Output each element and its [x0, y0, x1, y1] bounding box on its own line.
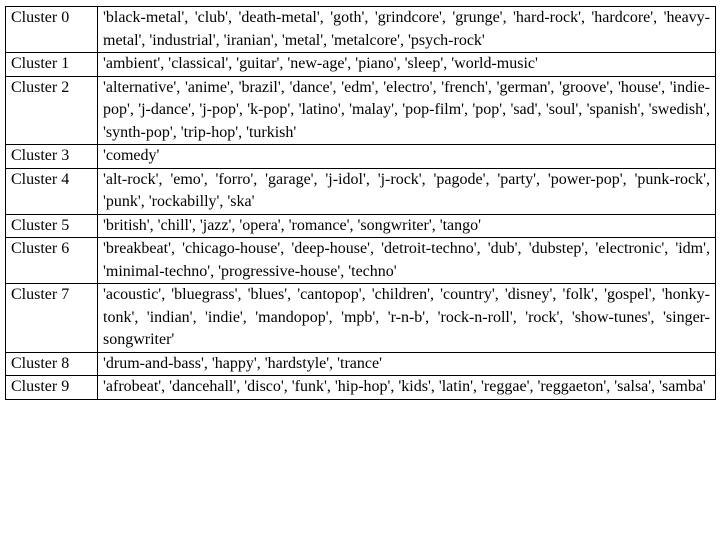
- table-row: Cluster 0 'black-metal', 'club', 'death-…: [5, 6, 716, 53]
- cluster-genres: 'alt-rock', 'emo', 'forro', 'garage', 'j…: [97, 167, 716, 215]
- cluster-genres: 'ambient', 'classical', 'guitar', 'new-a…: [97, 52, 716, 77]
- cluster-genres: 'alternative', 'anime', 'brazil', 'dance…: [97, 75, 716, 145]
- cluster-label: Cluster 2: [5, 75, 98, 145]
- table-row: Cluster 7 'acoustic', 'bluegrass', 'blue…: [5, 283, 716, 353]
- cluster-genres: 'comedy': [97, 144, 716, 169]
- cluster-label: Cluster 6: [5, 237, 98, 284]
- cluster-label: Cluster 4: [5, 167, 98, 215]
- table-row: Cluster 6 'breakbeat', 'chicago-house', …: [5, 237, 716, 284]
- cluster-label: Cluster 3: [5, 144, 98, 169]
- cluster-genres: 'acoustic', 'bluegrass', 'blues', 'canto…: [97, 283, 716, 353]
- cluster-genres: 'breakbeat', 'chicago-house', 'deep-hous…: [97, 237, 716, 284]
- table-row: Cluster 1 'ambient', 'classical', 'guita…: [5, 52, 716, 77]
- cluster-genres: 'afrobeat', 'dancehall', 'disco', 'funk'…: [97, 375, 716, 400]
- table-row: Cluster 4 'alt-rock', 'emo', 'forro', 'g…: [5, 167, 716, 215]
- cluster-genre-table: Cluster 0 'black-metal', 'club', 'death-…: [5, 6, 716, 400]
- cluster-genres: 'black-metal', 'club', 'death-metal', 'g…: [97, 6, 716, 53]
- table-row: Cluster 5 'british', 'chill', 'jazz', 'o…: [5, 213, 716, 238]
- table-row: Cluster 2 'alternative', 'anime', 'brazi…: [5, 75, 716, 145]
- cluster-label: Cluster 7: [5, 283, 98, 353]
- cluster-label: Cluster 5: [5, 213, 98, 238]
- cluster-label: Cluster 1: [5, 52, 98, 77]
- table-row: Cluster 3 'comedy': [5, 144, 716, 169]
- cluster-label: Cluster 0: [5, 6, 98, 53]
- cluster-label: Cluster 8: [5, 351, 98, 376]
- table-row: Cluster 8 'drum-and-bass', 'happy', 'har…: [5, 351, 716, 376]
- cluster-genres: 'drum-and-bass', 'happy', 'hardstyle', '…: [97, 351, 716, 376]
- table-row: Cluster 9 'afrobeat', 'dancehall', 'disc…: [5, 375, 716, 400]
- cluster-label: Cluster 9: [5, 375, 98, 400]
- cluster-genres: 'british', 'chill', 'jazz', 'opera', 'ro…: [97, 213, 716, 238]
